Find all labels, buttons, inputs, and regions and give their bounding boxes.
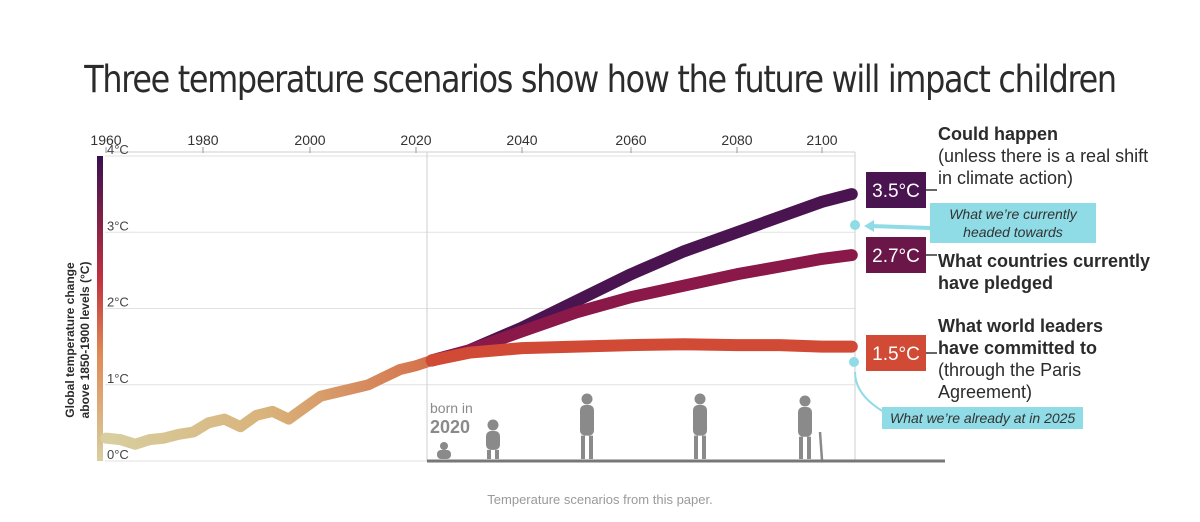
page-title: Three temperature scenarios show how the…: [84, 58, 1117, 101]
teen-leg: [581, 435, 585, 459]
adult-leg: [694, 435, 698, 459]
teen-body: [580, 405, 594, 436]
toddler-leg: [487, 449, 491, 459]
annotation-low-bold: What world leaders have committed to: [938, 316, 1104, 358]
annotation-top-bold: Could happen: [938, 124, 1058, 144]
adult-leg: [702, 435, 706, 459]
annotation-mid-bold: What countries currently have pledged: [938, 251, 1151, 293]
y-tick-label: 3°C: [107, 218, 129, 233]
scenario-line-2: [425, 249, 858, 367]
scenario-badge-label: 1.5°C: [872, 344, 920, 365]
headed-arrowhead: [864, 220, 874, 232]
annotation-low-text: (through the Paris Agreement): [938, 360, 1082, 402]
x-tick-label: 2000: [294, 132, 325, 148]
callout-current-level: What we’re already at in 2025: [882, 407, 1084, 429]
scenario-badge-1: [866, 172, 926, 208]
toddler-leg: [495, 449, 499, 459]
born-year-label: 2020: [430, 417, 470, 437]
teen-head: [581, 393, 593, 405]
elder-head: [799, 395, 811, 407]
adult-head: [694, 393, 706, 405]
grid-layer: [105, 151, 945, 463]
x-tick-label: 2040: [506, 132, 537, 148]
x-tick-label: 2100: [806, 132, 837, 148]
color-scale-bar: [97, 156, 103, 461]
elder-leg: [799, 436, 803, 459]
current-trajectory-dot: [850, 220, 860, 230]
y-axis-label-line2: above 1850-1900 levels (°C): [78, 262, 92, 419]
scenario-badge-3: [866, 335, 926, 371]
scenario-line-3: [425, 338, 858, 367]
x-tick-label: 2080: [721, 132, 752, 148]
scenario-badge-2: [866, 237, 926, 273]
annotation-top-text: (unless there is a real shift in climate…: [938, 146, 1149, 188]
baby-body: [437, 450, 451, 459]
scenario-badge-label: 2.7°C: [872, 246, 920, 267]
y-axis-label-line1: Global temperature change: [63, 262, 77, 418]
toddler-body: [486, 431, 500, 450]
series-layer: 3.5°C 2.7°C 1.5°C: [100, 172, 937, 450]
scenario-badge-label: 3.5°C: [872, 181, 920, 202]
source-note: Temperature scenarios from this paper.: [487, 492, 713, 507]
y-tick-label: 1°C: [107, 371, 129, 386]
current-arrow: [854, 371, 885, 413]
born-in-label: born in: [430, 400, 473, 416]
historical-line: [100, 354, 438, 450]
x-tick-label: 2060: [615, 132, 646, 148]
y-tick-label: 4°C: [107, 142, 129, 157]
elder-body: [798, 407, 812, 437]
current-level-dot: [849, 357, 859, 367]
callout-headed-towards: What we’re currently headed towards: [930, 203, 1096, 243]
x-tick-label: 2020: [400, 132, 431, 148]
adult-body: [693, 405, 707, 436]
baby-head: [440, 442, 448, 450]
elder-leg: [807, 436, 811, 459]
headed-arrow: [869, 224, 931, 230]
people-silhouettes: [437, 393, 824, 461]
y-tick-label: 0°C: [107, 447, 129, 462]
x-tick-label: 1960: [90, 132, 121, 148]
elder-cane: [818, 431, 824, 461]
y-tick-label: 2°C: [107, 295, 129, 310]
toddler-head: [487, 419, 499, 431]
teen-leg: [589, 435, 593, 459]
x-tick-label: 1980: [187, 132, 218, 148]
